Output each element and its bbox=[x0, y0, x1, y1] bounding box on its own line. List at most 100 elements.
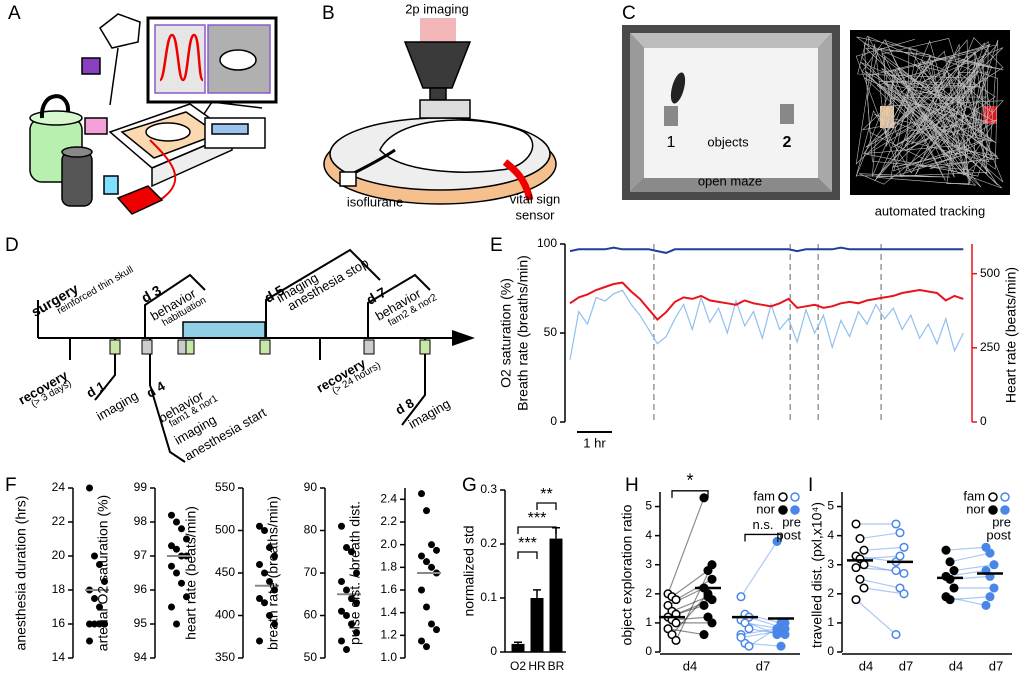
data-point bbox=[418, 552, 425, 560]
track-path bbox=[855, 37, 1004, 185]
bar bbox=[549, 538, 563, 652]
series-line bbox=[569, 289, 964, 360]
data-point bbox=[271, 586, 278, 594]
legend-marker bbox=[790, 505, 800, 515]
data-point bbox=[949, 565, 959, 576]
objects-label: objects bbox=[707, 134, 749, 149]
data-point bbox=[101, 620, 108, 628]
pair-line bbox=[740, 628, 778, 636]
panel-label: F bbox=[5, 475, 17, 496]
data-point bbox=[266, 612, 273, 619]
timeline-label: imaging bbox=[406, 396, 453, 432]
y-tick-label: 3 bbox=[645, 557, 652, 571]
data-point bbox=[891, 629, 901, 640]
data-point bbox=[851, 519, 861, 529]
x-tick-label: d7 bbox=[899, 658, 913, 673]
pair-line bbox=[945, 569, 987, 577]
object-label: 2 bbox=[783, 134, 792, 151]
pair-line bbox=[671, 593, 709, 635]
legend-marker bbox=[988, 505, 998, 515]
significance-label: n.s. bbox=[753, 517, 774, 532]
legend-label: post bbox=[986, 527, 1011, 542]
significance-label: ** bbox=[540, 486, 552, 503]
data-point bbox=[899, 568, 909, 579]
data-point bbox=[256, 561, 263, 568]
y-tick-label: 0.2 bbox=[480, 536, 497, 550]
data-point bbox=[256, 522, 263, 530]
legend-label: nor bbox=[966, 501, 985, 516]
x-tick-label: BR bbox=[548, 659, 565, 673]
x-tick-label: d4 bbox=[949, 658, 963, 673]
data-point bbox=[343, 612, 350, 619]
y-tick-label: 1.4 bbox=[380, 605, 397, 619]
data-point bbox=[86, 620, 93, 628]
data-point bbox=[671, 595, 681, 605]
pair-line bbox=[863, 587, 905, 595]
y-tick-label: 18 bbox=[52, 582, 66, 596]
y-tick-label: 500 bbox=[215, 523, 235, 537]
data-point bbox=[699, 600, 709, 611]
data-point bbox=[338, 522, 345, 530]
y-tick-label: 24 bbox=[52, 480, 66, 494]
anesthetic-label: isoflurane bbox=[347, 194, 403, 209]
y-tick-label: 0.1 bbox=[480, 590, 497, 604]
y-tick-label: 90 bbox=[304, 480, 318, 494]
tracking-image bbox=[850, 30, 1010, 195]
y-tick-label: 250 bbox=[980, 340, 1000, 354]
significance-bracket bbox=[671, 490, 709, 498]
data-point bbox=[428, 563, 435, 571]
legend-label: fam bbox=[753, 488, 775, 503]
y-tick-label: 1.6 bbox=[380, 582, 397, 596]
data-point bbox=[744, 641, 754, 651]
panel-label: H bbox=[625, 475, 639, 496]
data-point bbox=[736, 592, 746, 602]
object-label: 1 bbox=[667, 134, 676, 151]
data-point bbox=[423, 507, 430, 515]
y-tick-label: 5 bbox=[645, 499, 652, 513]
y-axis-label: Heart rate (beats/min) bbox=[1003, 267, 1019, 403]
pair-line bbox=[945, 546, 987, 551]
data-point bbox=[859, 583, 869, 593]
pair-line bbox=[855, 599, 897, 635]
data-point bbox=[173, 545, 180, 553]
data-point bbox=[96, 561, 103, 568]
data-point bbox=[736, 632, 746, 643]
data-point bbox=[353, 599, 360, 607]
track-path bbox=[855, 44, 996, 178]
panel-label: I bbox=[808, 475, 813, 496]
data-point bbox=[671, 618, 681, 628]
arena-label: open maze bbox=[698, 173, 762, 188]
y-tick-label: 400 bbox=[215, 608, 235, 622]
data-point bbox=[899, 589, 909, 599]
panel-label: D bbox=[5, 235, 19, 256]
data-point bbox=[168, 511, 175, 519]
y-tick-label: 16 bbox=[52, 616, 66, 630]
legend-marker bbox=[790, 492, 800, 502]
pair-line bbox=[859, 555, 901, 560]
legend-marker bbox=[1000, 505, 1010, 515]
error-bar bbox=[514, 641, 522, 644]
y-tick-label: 100 bbox=[537, 236, 557, 250]
sensor-label: vital sign bbox=[510, 191, 561, 206]
y-tick-label: 96 bbox=[134, 582, 148, 596]
data-point bbox=[699, 629, 709, 640]
data-point bbox=[949, 583, 959, 593]
y-tick-label: 20 bbox=[52, 548, 66, 562]
series-line bbox=[569, 281, 964, 322]
data-point bbox=[348, 595, 355, 602]
beam-label: 2p imaging bbox=[405, 1, 469, 16]
data-point bbox=[348, 548, 355, 556]
data-point bbox=[707, 618, 717, 628]
y-tick-label: 2.0 bbox=[380, 537, 397, 551]
data-point bbox=[261, 527, 268, 534]
data-point bbox=[271, 620, 278, 628]
data-point bbox=[86, 484, 93, 492]
data-point bbox=[418, 637, 425, 645]
y-tick-label: 3 bbox=[827, 557, 834, 571]
y-tick-label: 0 bbox=[827, 644, 834, 658]
panel-label: C bbox=[622, 3, 636, 24]
data-point bbox=[895, 551, 905, 561]
data-point bbox=[353, 569, 360, 577]
y-tick-label: 99 bbox=[134, 480, 148, 494]
